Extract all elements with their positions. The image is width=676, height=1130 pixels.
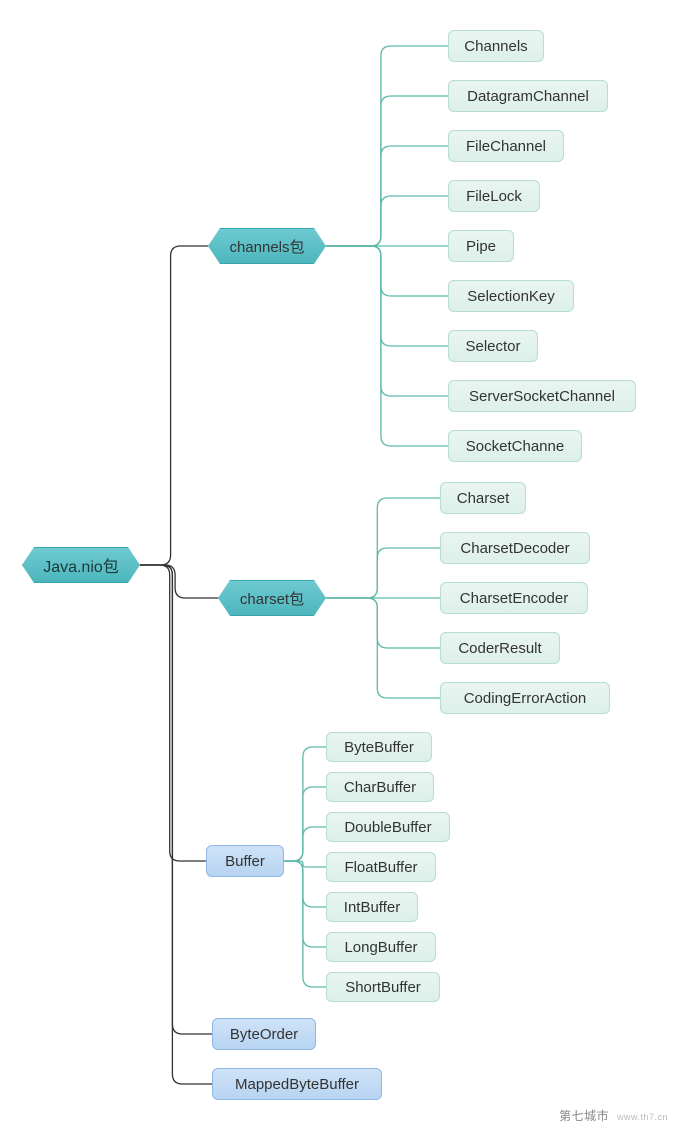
level2-node-channels: channels包 [208, 228, 326, 264]
root-node: Java.nio包 [22, 547, 140, 583]
leaf-node-charset-0: Charset [440, 482, 526, 514]
leaf-node-buffer-2: DoubleBuffer [326, 812, 450, 842]
level2-node-byteorder: ByteOrder [212, 1018, 316, 1050]
leaf-node-channels-2: FileChannel [448, 130, 564, 162]
level2-node-buffer: Buffer [206, 845, 284, 877]
leaf-node-channels-6: Selector [448, 330, 538, 362]
leaf-node-charset-2: CharsetEncoder [440, 582, 588, 614]
leaf-node-channels-8: SocketChanne [448, 430, 582, 462]
leaf-node-channels-3: FileLock [448, 180, 540, 212]
leaf-node-buffer-1: CharBuffer [326, 772, 434, 802]
level2-node-mapped: MappedByteBuffer [212, 1068, 382, 1100]
leaf-node-buffer-5: LongBuffer [326, 932, 436, 962]
leaf-node-channels-5: SelectionKey [448, 280, 574, 312]
leaf-node-buffer-3: FloatBuffer [326, 852, 436, 882]
leaf-node-channels-1: DatagramChannel [448, 80, 608, 112]
watermark-sub: www.th7.cn [617, 1112, 668, 1122]
level2-node-charset: charset包 [218, 580, 326, 616]
leaf-node-charset-1: CharsetDecoder [440, 532, 590, 564]
watermark: 第七城市 www.th7.cn [559, 1107, 668, 1124]
leaf-node-buffer-0: ByteBuffer [326, 732, 432, 762]
watermark-main: 第七城市 [559, 1109, 609, 1123]
leaf-node-channels-4: Pipe [448, 230, 514, 262]
leaf-node-charset-3: CoderResult [440, 632, 560, 664]
leaf-node-buffer-4: IntBuffer [326, 892, 418, 922]
leaf-node-channels-0: Channels [448, 30, 544, 62]
leaf-node-channels-7: ServerSocketChannel [448, 380, 636, 412]
leaf-node-charset-4: CodingErrorAction [440, 682, 610, 714]
leaf-node-buffer-6: ShortBuffer [326, 972, 440, 1002]
